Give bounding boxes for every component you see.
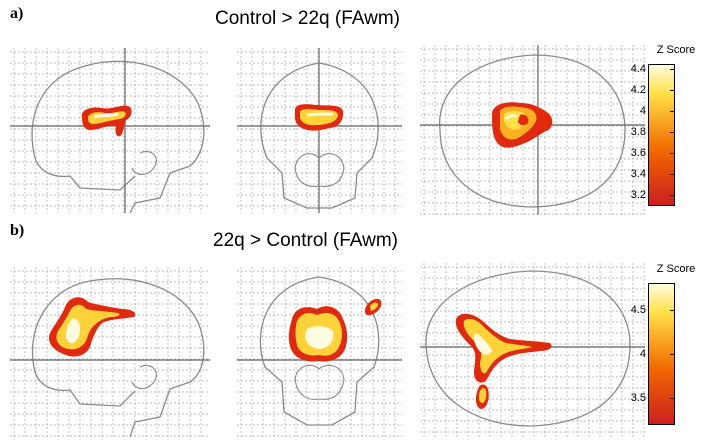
panel-a-colorbar: [648, 64, 675, 206]
panel-b-axial-view: [420, 263, 645, 438]
brain-outline: [31, 278, 205, 437]
brain-outline: [260, 62, 379, 209]
panel-a-colorbar-tick-label: 3.6: [630, 147, 646, 160]
panel-a-sagittal-view: [10, 48, 210, 213]
panel-a-colorbar-tick-label: 3.8: [630, 126, 646, 139]
panel-b-coronal-view: [237, 267, 402, 437]
panel-a-colorbar-tick-label: 4: [639, 105, 646, 118]
panel-b-colorbar-tick-label: 3.5: [630, 392, 646, 405]
panel-b-colorbar-tick-mark: [670, 309, 675, 311]
brain-outline: [439, 54, 626, 208]
panel-a-letter: a): [10, 5, 24, 22]
panel-a-coronal-view: [237, 48, 402, 213]
panel-a-colorbar-tick-mark: [670, 153, 675, 155]
panel-b-colorbar-tick-mark: [670, 398, 675, 400]
panel-b-colorbar-tick-mark: [670, 354, 675, 355]
panel-a-colorbar-tick-mark: [670, 90, 675, 92]
panel-b-title: 22q > Control (FAwm): [213, 230, 398, 251]
panel-b-colorbar-tick-label: 4: [639, 348, 646, 360]
panel-b-colorbar-tick-label: 4.5: [630, 303, 646, 316]
panel-a-colorbar-tick-mark: [670, 69, 675, 71]
brain-outline: [425, 270, 631, 427]
brain-outline: [259, 276, 380, 426]
panel-a-colorbar-tick-mark: [670, 195, 675, 197]
panel-a-colorbar-tick-mark: [670, 132, 675, 134]
panel-a-axial-view: [420, 45, 645, 215]
panel-a-colorbar-tick-label: 4.2: [630, 84, 646, 97]
brain-outline: [31, 60, 205, 213]
grid-lines: [10, 48, 210, 213]
panel-a-title: Control > 22q (FAwm): [215, 8, 400, 29]
panel-a-colorbar-title: Z Score: [656, 44, 696, 56]
panel-a-colorbar-tick-label: 3.2: [630, 189, 646, 202]
grid-lines: [237, 267, 402, 437]
panel-a-colorbar-tick-mark: [670, 174, 675, 176]
panel-a-colorbar-tick-mark: [670, 111, 675, 113]
panel-a-colorbar-tick-label: 4.4: [630, 63, 646, 76]
grid-lines: [10, 267, 210, 437]
panel-a-colorbar-tick-label: 3.4: [630, 168, 646, 181]
grid-lines: [420, 263, 645, 438]
panel-b-letter: b): [10, 222, 25, 239]
panel-b-sagittal-view: [10, 267, 210, 437]
panel-b-colorbar-title: Z Score: [656, 263, 696, 275]
